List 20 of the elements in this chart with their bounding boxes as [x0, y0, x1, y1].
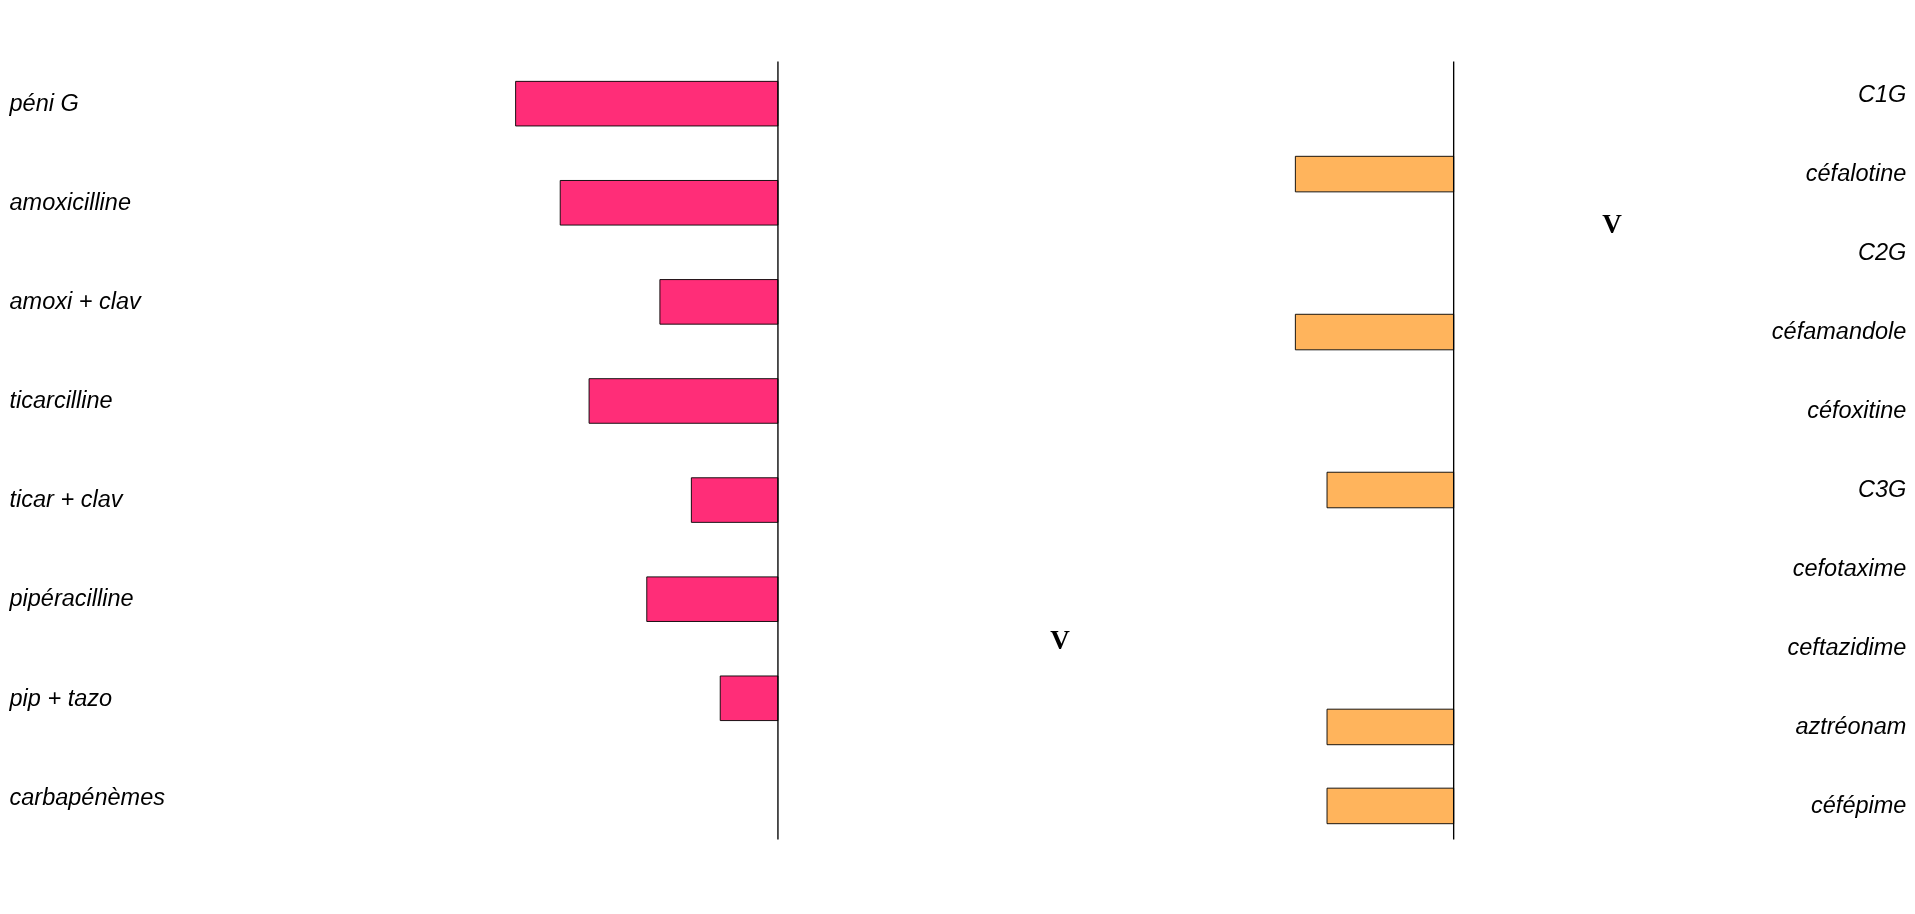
y-tick-label: cefotaxime	[1792, 555, 1907, 582]
y-tick-label: pip + tazo	[8, 684, 113, 711]
text: V	[1050, 624, 1071, 655]
y-tick-label: ticar + clav	[9, 486, 124, 513]
text: V	[1602, 208, 1623, 239]
y-tick-label: C2G	[1858, 239, 1907, 266]
y-tick-label: amoxi + clav	[9, 288, 143, 315]
y-tick-label: céfoxitine	[1807, 397, 1907, 424]
y-tick-label: céfalotine	[1805, 160, 1907, 187]
y-tick-label: ceftazidime	[1787, 634, 1907, 661]
y-tick-label: C3G	[1858, 476, 1907, 503]
y-tick-label: carbapénèmes	[9, 783, 166, 810]
y-tick-label: pipéracilline	[8, 585, 134, 612]
y-tick-label: péni G	[8, 89, 79, 116]
y-tick-label: C1G	[1858, 81, 1907, 108]
y-tick-label: céfépime	[1811, 792, 1907, 819]
y-tick-label: aztréonam	[1795, 713, 1907, 740]
y-tick-label: céfamandole	[1771, 318, 1907, 345]
y-tick-label: ticarcilline	[9, 387, 113, 414]
y-tick-label: amoxicilline	[9, 189, 131, 216]
